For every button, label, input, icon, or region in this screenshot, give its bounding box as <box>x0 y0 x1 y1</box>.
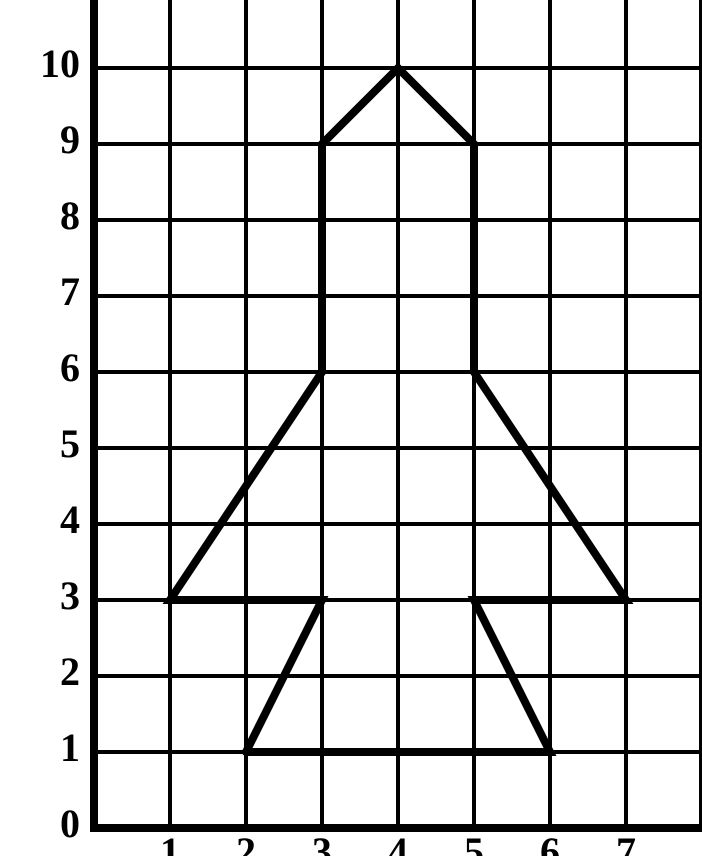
x-tick-label: 5 <box>464 829 484 856</box>
y-tick-label: 9 <box>60 117 80 162</box>
y-tick-label: 6 <box>60 345 80 390</box>
y-tick-label: 10 <box>40 41 80 86</box>
x-tick-label: 1 <box>160 829 180 856</box>
y-tick-label: 7 <box>60 269 80 314</box>
grid <box>94 0 702 828</box>
y-axis-labels: 0 1 2 3 4 5 6 7 8 9 10 <box>40 41 80 846</box>
x-tick-label: 7 <box>616 829 636 856</box>
x-tick-label: 2 <box>236 829 256 856</box>
y-tick-label: 8 <box>60 193 80 238</box>
y-tick-label: 4 <box>60 497 80 542</box>
axes <box>80 0 702 828</box>
x-tick-label: 6 <box>540 829 560 856</box>
y-tick-label: 5 <box>60 421 80 466</box>
y-tick-label: 3 <box>60 573 80 618</box>
x-axis-labels: 1 2 3 4 5 6 7 <box>160 829 636 856</box>
y-tick-label: 1 <box>60 725 80 770</box>
x-tick-label: 4 <box>388 829 408 856</box>
y-tick-label: 0 <box>60 801 80 846</box>
x-tick-label: 3 <box>312 829 332 856</box>
coordinate-grid-figure: 0 1 2 3 4 5 6 7 8 9 10 1 2 3 4 5 6 7 <box>0 0 702 856</box>
y-tick-label: 2 <box>60 649 80 694</box>
